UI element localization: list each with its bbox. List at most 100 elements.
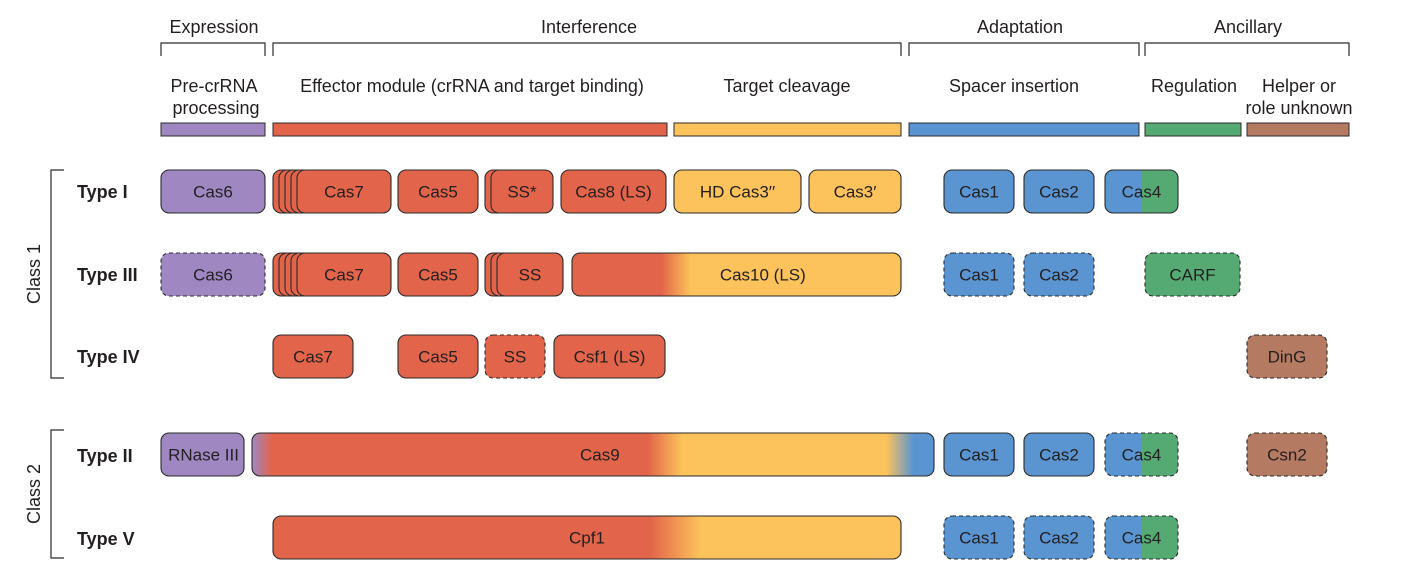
row-labels: Type I Type III Type IV Type II Type V bbox=[77, 182, 140, 549]
hd-cas3-type-i-box bbox=[673, 169, 802, 214]
protein-cas3-type-i: Cas3′ bbox=[808, 169, 902, 214]
cas8-type-i-box bbox=[560, 169, 667, 214]
protein-cas4-type-v: Cas4 bbox=[1104, 515, 1179, 560]
protein-cas1-type-ii: Cas1 bbox=[943, 432, 1015, 477]
cas7-type-i-label: Cas7 bbox=[324, 183, 364, 202]
bar-cleavage bbox=[673, 122, 902, 137]
protein-cas6-type-iii: Cas6 bbox=[160, 252, 266, 297]
subcategory-precrrna-line1: Pre-crRNA bbox=[170, 76, 257, 96]
cas10-type-iii-label: Cas10 (LS) bbox=[720, 266, 806, 285]
cas7-type-iv-box bbox=[272, 334, 354, 379]
cas7-type-iv-label: Cas7 bbox=[293, 348, 333, 367]
protein-cpf1-type-v: Cpf1 bbox=[272, 515, 902, 560]
cpf1-type-v-box bbox=[272, 515, 902, 560]
cas1-type-v-box bbox=[943, 515, 1015, 560]
category-headers: Expression Interference Adaptation Ancil… bbox=[160, 17, 1350, 56]
category-expression: Expression bbox=[169, 17, 258, 37]
protein-csn2-type-ii: Csn2 bbox=[1246, 432, 1328, 477]
cas9-type-ii-box bbox=[251, 432, 935, 477]
hd-cas3-type-i-label: HD Cas3′′ bbox=[700, 183, 775, 202]
protein-cas5-type-i: Cas5 bbox=[397, 169, 479, 214]
protein-cas7-type-iii: Cas7 bbox=[272, 252, 392, 297]
cas2-type-i-label: Cas2 bbox=[1039, 183, 1079, 202]
category-adaptation: Adaptation bbox=[977, 17, 1063, 37]
cas2-type-i-box bbox=[1023, 169, 1095, 214]
category-ancillary-bracket bbox=[1144, 42, 1350, 56]
subcategory-helper-line1: Helper or bbox=[1262, 76, 1336, 96]
class-labels: Class 1 Class 2 bbox=[24, 169, 64, 559]
cas5-type-iii-box bbox=[397, 252, 479, 297]
cas2-type-iii-box bbox=[1023, 252, 1095, 297]
cas3-type-i-box bbox=[808, 169, 902, 214]
protein-cas2-type-iii: Cas2 bbox=[1023, 252, 1095, 297]
protein-cas5-type-iii: Cas5 bbox=[397, 252, 479, 297]
carf-type-iii-label: CARF bbox=[1169, 266, 1215, 285]
cas5-type-iv-box bbox=[397, 334, 479, 379]
cas7-type-iii-box-5 bbox=[296, 252, 392, 297]
ss-type-iii-box-3 bbox=[496, 252, 564, 297]
row-label-type-v: Type V bbox=[77, 529, 135, 549]
protein-ding-type-iv: DinG bbox=[1246, 334, 1328, 379]
cas3-type-i-label: Cas3′ bbox=[834, 183, 877, 202]
protein-boxes: Cas6 Cas7 Cas5 SS* Cas8 (LS) HD Cas3′′ Cas3′ Ca… bbox=[160, 169, 1328, 560]
cas2-type-iii-label: Cas2 bbox=[1039, 266, 1079, 285]
ding-type-iv-label: DinG bbox=[1268, 348, 1307, 367]
cas2-type-ii-label: Cas2 bbox=[1039, 446, 1079, 465]
subcategory-effector: Effector module (crRNA and target bindin… bbox=[300, 76, 644, 96]
class2-bracket bbox=[50, 429, 64, 559]
cas4-type-ii-label: Cas4 bbox=[1122, 446, 1162, 465]
class1-label: Class 1 bbox=[24, 244, 44, 304]
csn2-type-ii-label: Csn2 bbox=[1267, 446, 1307, 465]
row-label-type-ii: Type II bbox=[77, 446, 133, 466]
cas7-type-iii-label: Cas7 bbox=[324, 266, 364, 285]
cas9-type-ii-label: Cas9 bbox=[580, 446, 620, 465]
category-expression-bracket bbox=[160, 42, 266, 56]
carf-type-iii-box bbox=[1144, 252, 1241, 297]
cas8-type-i-label: Cas8 (LS) bbox=[575, 183, 652, 202]
protein-carf-type-iii: CARF bbox=[1144, 252, 1241, 297]
bar-spacer bbox=[908, 122, 1140, 137]
category-adaptation-bracket bbox=[908, 42, 1140, 56]
cas2-type-ii-box bbox=[1023, 432, 1095, 477]
protein-ss-type-iii: SS bbox=[484, 252, 564, 297]
ss-type-iv-label: SS bbox=[504, 348, 527, 367]
cas6-type-i-label: Cas6 bbox=[193, 183, 233, 202]
cas5-type-i-box bbox=[397, 169, 479, 214]
protein-cas5-type-iv: Cas5 bbox=[397, 334, 479, 379]
protein-cas2-type-i: Cas2 bbox=[1023, 169, 1095, 214]
protein-cas2-type-ii: Cas2 bbox=[1023, 432, 1095, 477]
category-interference-bracket bbox=[272, 42, 902, 56]
protein-cas6-type-i: Cas6 bbox=[160, 169, 266, 214]
subcategory-labels: Pre-crRNA processing Effector module (cr… bbox=[170, 76, 1352, 118]
protein-ss-type-i: SS* bbox=[484, 169, 554, 214]
class2-label: Class 2 bbox=[24, 464, 44, 524]
subcategory-spacer: Spacer insertion bbox=[949, 76, 1079, 96]
cas4-type-i-box bbox=[1104, 169, 1179, 214]
bar-helper bbox=[1246, 122, 1350, 137]
cas1-type-ii-label: Cas1 bbox=[959, 446, 999, 465]
row-label-type-iii: Type III bbox=[77, 265, 138, 285]
cas4-type-v-box bbox=[1104, 515, 1179, 560]
ss-type-iii-label: SS bbox=[519, 266, 542, 285]
ding-type-iv-box bbox=[1246, 334, 1328, 379]
subcategory-cleavage: Target cleavage bbox=[723, 76, 850, 96]
ss-type-iv-box bbox=[484, 334, 546, 379]
protein-cas1-type-v: Cas1 bbox=[943, 515, 1015, 560]
cas1-type-iii-box bbox=[943, 252, 1015, 297]
class1-bracket bbox=[50, 169, 64, 379]
rnase-iii-type-ii-box bbox=[160, 432, 245, 477]
cas6-type-i-box bbox=[160, 169, 266, 214]
subcategory-precrrna-line2: processing bbox=[172, 98, 259, 118]
cas1-type-v-label: Cas1 bbox=[959, 529, 999, 548]
cas1-type-iii-label: Cas1 bbox=[959, 266, 999, 285]
csn2-type-ii-box bbox=[1246, 432, 1328, 477]
cas4-type-i-label: Cas4 bbox=[1122, 183, 1162, 202]
subcategory-regulation: Regulation bbox=[1151, 76, 1237, 96]
protein-hd-cas3-type-i: HD Cas3′′ bbox=[673, 169, 802, 214]
cas6-type-iii-box bbox=[160, 252, 266, 297]
cas2-type-v-box bbox=[1023, 515, 1095, 560]
csf1-type-iv-box bbox=[553, 334, 666, 379]
csf1-type-iv-label: Csf1 (LS) bbox=[574, 348, 646, 367]
cas2-type-v-label: Cas2 bbox=[1039, 529, 1079, 548]
